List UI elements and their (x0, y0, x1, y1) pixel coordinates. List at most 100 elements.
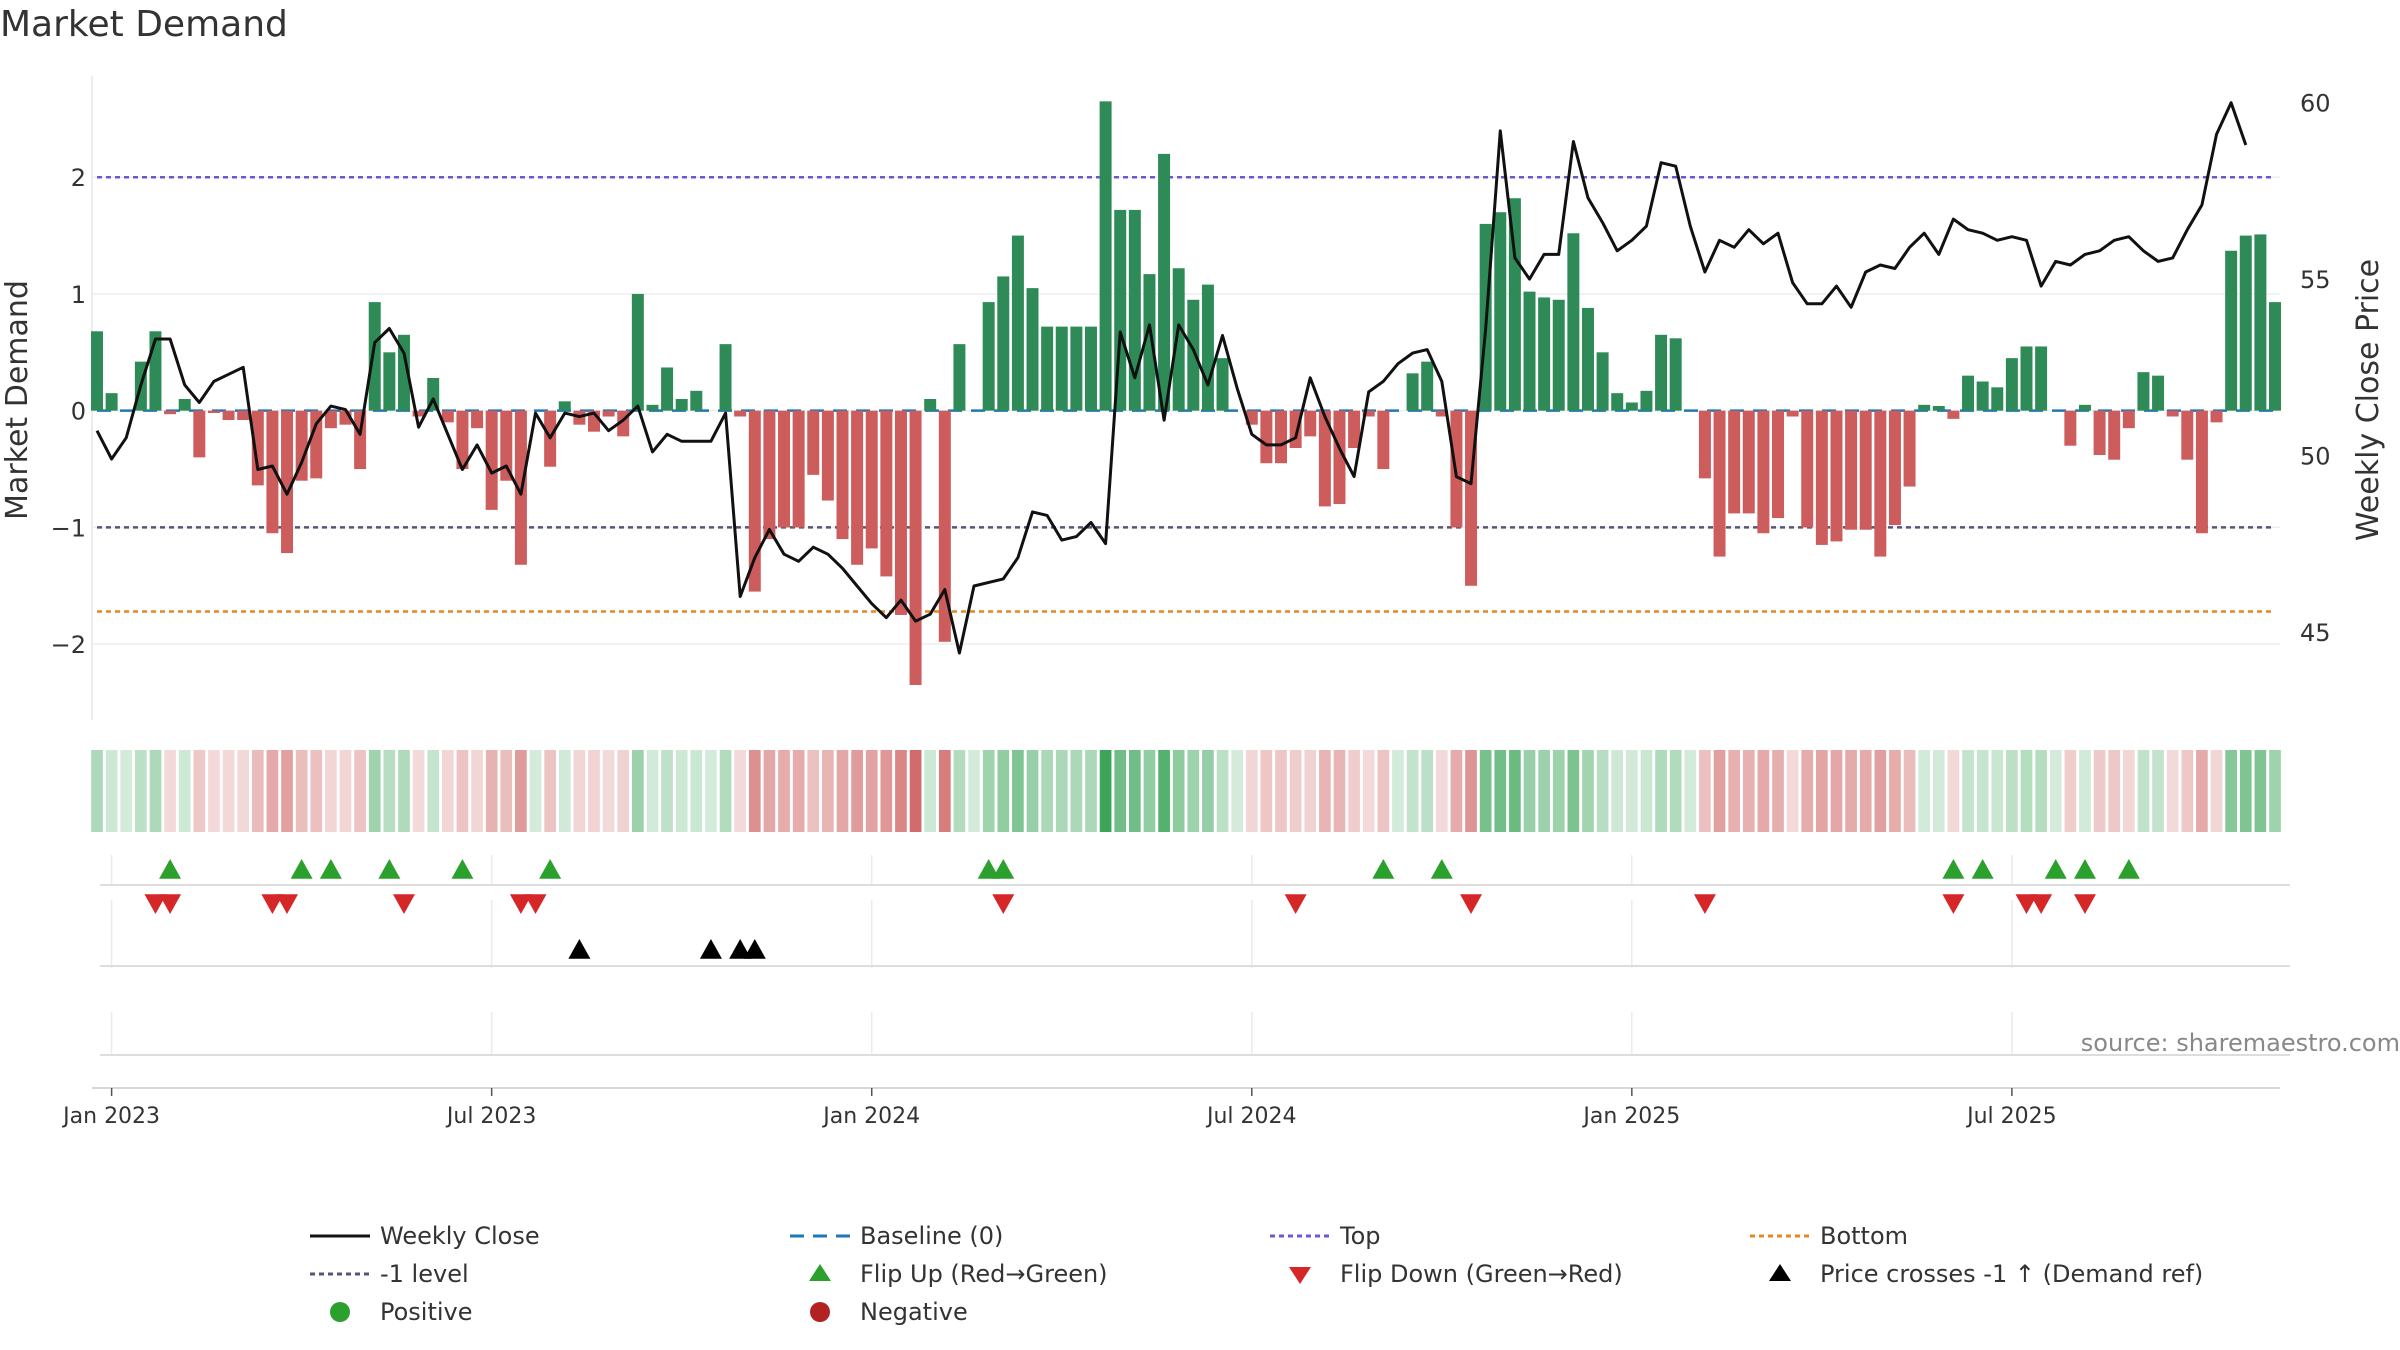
heat-cell (178, 750, 191, 832)
heat-cell (1172, 750, 1185, 832)
heat-cell (1538, 750, 1550, 832)
legend-label: Flip Down (Green→Red) (1340, 1260, 1623, 1288)
flip-up-marker (2044, 859, 2067, 879)
heat-cell (631, 750, 644, 832)
negative-demand-bar (1245, 410, 1258, 425)
negative-demand-bar (894, 410, 907, 615)
flip-up-marker (451, 859, 474, 879)
heat-cell (1099, 750, 1112, 832)
flip-up-marker (539, 859, 562, 879)
y-tick-label: 2 (71, 164, 86, 192)
heat-cell (1611, 750, 1624, 832)
heat-cell (1932, 750, 1945, 832)
legend-item-flip-down: Flip Down (Green→Red) (1270, 1256, 1623, 1292)
negative-demand-bar (1888, 410, 1901, 526)
flip-up-marker (1942, 859, 1965, 879)
negative-demand-bar (2093, 410, 2106, 456)
heat-cell (675, 750, 688, 832)
negative-demand-bar (266, 410, 279, 534)
negative-demand-bar (164, 410, 177, 415)
heat-cell (1333, 750, 1346, 832)
negative-demand-bar (1275, 410, 1288, 464)
negative-demand-bar (1786, 410, 1799, 417)
flip-down-marker (1942, 894, 1965, 914)
negative-demand-bar (2195, 410, 2208, 534)
heat-cell (412, 750, 425, 832)
heat-cell (485, 750, 498, 832)
top-swatch (1270, 1234, 1330, 1238)
positive-demand-bar (1421, 361, 1434, 411)
y-tick-label: 0 (71, 398, 86, 426)
heat-cell (2006, 750, 2018, 832)
positive-swatch (330, 1302, 350, 1322)
legend-item-weekly-close: Weekly Close (310, 1218, 540, 1254)
heat-cell (2254, 750, 2267, 832)
positive-demand-bar (1581, 307, 1594, 411)
heat-cell (1625, 750, 1638, 832)
positive-demand-bar (1114, 209, 1127, 411)
positive-demand-bar (1201, 284, 1214, 411)
event-markers (100, 859, 2290, 1056)
price-cross-marker (568, 939, 591, 959)
y2-axis-label: Weekly Close Price (2351, 259, 2386, 541)
positive-demand-bar (1567, 233, 1580, 411)
heat-cell (325, 750, 337, 832)
negative-demand-bar (2108, 410, 2121, 460)
heat-cell (2049, 750, 2062, 832)
heat-cell (1231, 750, 1244, 832)
positive-demand-bar (1216, 358, 1229, 411)
flip-up-marker (992, 859, 1015, 879)
heat-cell (368, 750, 381, 832)
heat-cell (2181, 750, 2194, 832)
legend-label: Negative (860, 1298, 968, 1326)
heat-cell (1596, 750, 1609, 832)
heat-cell (310, 750, 323, 832)
heat-cell (836, 750, 849, 832)
positive-demand-bar (1494, 212, 1507, 411)
positive-demand-bar (982, 302, 995, 411)
legend-item-top: Top (1270, 1218, 1381, 1254)
positive-demand-bar (149, 331, 162, 411)
heat-cell (251, 750, 264, 832)
heat-cell (1275, 750, 1287, 832)
negative-demand-bar (1801, 410, 1814, 528)
flip-down-marker (992, 894, 1015, 914)
legend: Weekly Close Baseline (0) Top Bottom -1 … (300, 1218, 2280, 1338)
flip-down-marker (144, 894, 167, 914)
negative-demand-bar (324, 410, 337, 429)
negative-demand-bar (778, 410, 791, 528)
heat-cell (968, 750, 980, 832)
heat-cell (558, 750, 571, 832)
heat-cell (1128, 750, 1141, 832)
positive-demand-bar (1596, 352, 1609, 411)
positive-demand-bar (1172, 268, 1185, 411)
heat-cell (822, 750, 834, 832)
flip-down-marker (2073, 894, 2096, 914)
negative-demand-bar (821, 410, 834, 501)
x-tick-label: Jul 2024 (1205, 1104, 1297, 1129)
positive-demand-bar (690, 390, 703, 411)
x-axis: Jan 2023 Jul 2023 Jan 2024 Jul 2024 Jan 2025… (61, 1087, 2280, 1129)
positive-demand-bar (997, 276, 1010, 411)
negative-demand-bar (1815, 410, 1828, 545)
flip-down-marker (261, 894, 284, 914)
negative-demand-bar (412, 410, 425, 417)
heat-cell (1669, 750, 1682, 832)
heat-cell (924, 750, 937, 832)
heat-cell (149, 750, 162, 832)
flip-down-marker (392, 894, 415, 914)
heat-cell (1114, 750, 1127, 832)
flip-down-marker (2015, 894, 2038, 914)
heat-cell (646, 750, 659, 832)
y-axis-label: Market Demand (0, 280, 35, 520)
positive-demand-bar (1640, 390, 1653, 411)
flip-down-marker (1284, 894, 1307, 914)
heat-cell (1889, 750, 1901, 832)
heat-cell (1260, 750, 1273, 832)
flip-up-marker (1372, 859, 1395, 879)
negative-demand-bar (1903, 410, 1916, 487)
positive-demand-bar (1158, 153, 1171, 411)
heat-cell (2108, 750, 2121, 832)
positive-demand-bar (1011, 235, 1024, 411)
negative-demand-bar (851, 410, 864, 565)
